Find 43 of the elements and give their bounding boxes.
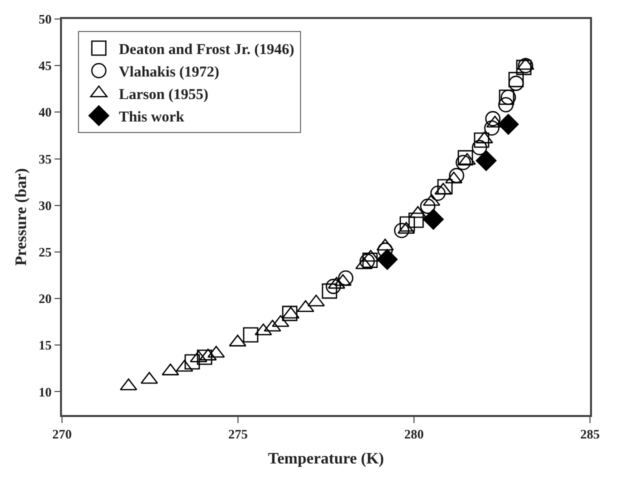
x-axis-title: Temperature (K) [268,450,384,468]
point [322,283,338,299]
y-tick-label: 40 [38,104,52,120]
point [456,154,471,170]
point [508,72,524,88]
point [484,120,500,136]
point [476,150,497,172]
x-tick-label: 270 [52,426,72,442]
y-tick-label: 35 [38,151,52,166]
point [326,278,342,294]
point [338,270,354,286]
x-tick-label: 275 [228,426,248,442]
point [408,212,424,228]
point [498,114,519,135]
y-axis-title: Pressure (bar) [13,168,30,266]
point [508,76,524,91]
legend-label: This work [118,109,185,126]
x-tick-label: 285 [580,426,600,442]
point [448,168,464,184]
point [485,111,500,126]
point [398,222,415,234]
y-tick-label: 20 [38,291,52,306]
y-tick-label: 25 [38,244,52,260]
legend-label: Larson (1955) [118,86,208,103]
point [430,186,446,201]
point [498,97,514,112]
y-tick-label: 15 [38,338,52,353]
y-tick-label: 30 [38,198,52,213]
x-tick-label: 280 [404,426,424,442]
point [437,179,453,194]
legend-label: Vlahakis (1972) [118,64,220,80]
point [474,132,490,148]
point [400,216,415,232]
y-tick-label: 10 [38,384,52,400]
point [376,249,398,270]
point [362,252,378,268]
y-tick-label: 45 [38,58,52,74]
point [422,208,444,230]
y-tick-label: 50 [38,12,52,27]
point [420,198,436,214]
legend-label: Deaton and Frost Jr. (1946) [118,42,294,58]
point [472,140,488,156]
point [394,222,410,238]
